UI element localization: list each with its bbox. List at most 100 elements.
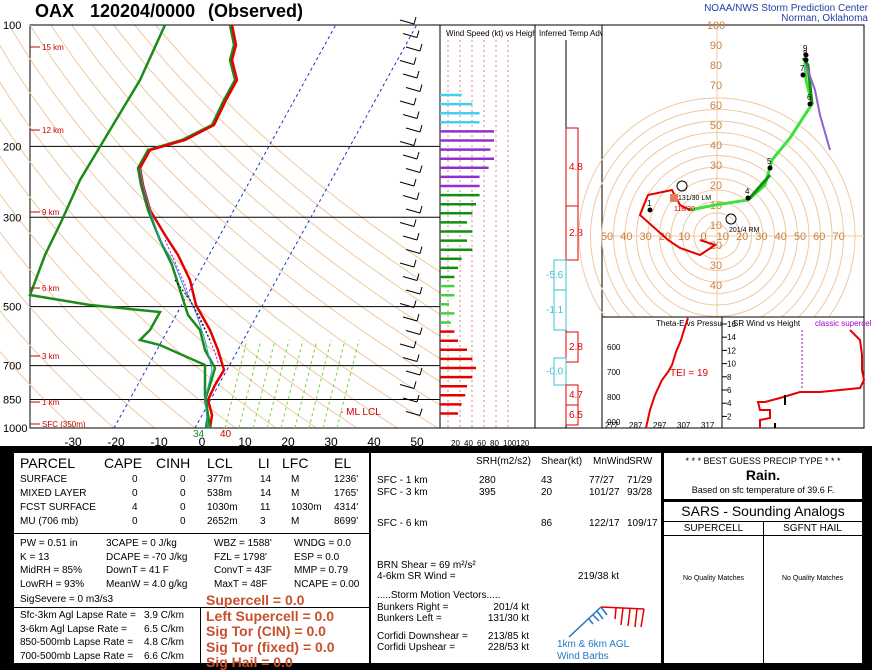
wind-barb [402, 114, 418, 119]
wind-barb [405, 168, 421, 173]
theta-e-panel: Theta-E vs Pressure TEI = 19 600 700 800 90… [601, 316, 729, 430]
barb-label-1: 1km & 6km AGL [557, 639, 630, 650]
temperature-tick-label: 50 [410, 435, 424, 446]
index-cell: MeanW = 4.0 g/kg [106, 578, 188, 590]
mixing-ratio-line [280, 339, 304, 429]
wind-barb-flag [413, 178, 417, 187]
storm-motion-title: .....Storm Motion Vectors..... [377, 590, 501, 601]
wind-barb [402, 154, 418, 160]
hodo-y-tick: 20 [710, 180, 722, 192]
theta-e-line [645, 317, 689, 429]
hodograph-frame [601, 24, 865, 318]
hodo-point [647, 207, 653, 213]
isotherm-line [194, 24, 418, 429]
hodo-point [745, 195, 751, 201]
vector-label: Bunkers Left = [377, 613, 442, 624]
hodo-x-tick: 70 [832, 231, 844, 243]
bunkers-left-label: 131/30 LM [678, 195, 711, 202]
hodo-point-label: 1 [647, 199, 652, 208]
index-cell: FZL = 1798' [214, 551, 267, 563]
sigsevere-label: SigSevere = 0 m3/s3 [20, 594, 114, 605]
index-cell: DCAPE = -70 J/kg [106, 551, 188, 563]
parcel-cell: 377m [207, 474, 233, 485]
location-label: Norman, Oklahoma [781, 13, 868, 24]
temperature-tick-label: 40 [367, 435, 381, 446]
wind-speed-tick: 80 [490, 439, 499, 446]
parcel-header-lcl: LCL [207, 455, 233, 471]
wind-barb [405, 127, 421, 133]
parcel-header-cinh: CINH [156, 455, 191, 471]
vector-label: Corfidi Downshear = [377, 631, 468, 642]
kinematics-cell: 86 [541, 518, 553, 529]
theta-y-tick: 700 [607, 368, 621, 377]
hodo-x-tick: 10 [678, 231, 690, 243]
parcel-cell: 3 [260, 516, 266, 527]
org-label: NOAA/NWS Storm Prediction Center [704, 3, 869, 14]
height-label: 12 km [42, 126, 64, 135]
hodo-y-tick: 70 [710, 80, 722, 92]
theta-y-tick: 800 [607, 393, 621, 402]
height-label: 3 km [42, 352, 60, 361]
srw-y-tick: 12 [727, 346, 736, 355]
wind-speed-tick: 60 [477, 439, 486, 446]
wind-speed-frame [439, 24, 536, 429]
lapse-value: 4.8 C/km [144, 637, 185, 648]
wind-barb [405, 87, 421, 92]
parcel-cell: 14 [260, 488, 272, 499]
hodo-x-tick: 0 [700, 231, 706, 243]
wind-barb-flag [413, 259, 417, 268]
kinematics-cell: 43 [541, 475, 553, 486]
wind-barb-flag [419, 408, 423, 416]
wind-barb-flag [416, 192, 420, 200]
hodo-x-tick: 50 [601, 231, 613, 243]
isotherm-line [113, 24, 337, 429]
hodo-y-tick: 90 [710, 40, 722, 52]
hodo-x-tick: 60 [813, 231, 825, 243]
index-cell: WBZ = 1588' [214, 538, 272, 549]
pressure-tick-label: 200 [3, 141, 21, 153]
hodo-x-tick: 40 [620, 231, 632, 243]
index-cell: LowRH = 93% [20, 578, 85, 590]
wind-barb-flag [413, 219, 417, 227]
wind-barb-flag [413, 57, 417, 65]
srw-y-tick: 14 [727, 333, 736, 342]
barb-label-2: Wind Barbs [557, 651, 609, 662]
parcel-cell: 11 [260, 502, 271, 513]
hodo-y-tick: 80 [710, 60, 722, 72]
parcel-cell: M [291, 474, 300, 485]
wind-barb [399, 19, 415, 25]
sr-wind-title: SR Wind vs Height [733, 319, 801, 328]
temp-advection-label: 4.7 [569, 390, 583, 401]
vector-value: 201/4 kt [493, 602, 529, 613]
index-cell: ConvT = 43F [214, 565, 272, 576]
wind-barb [399, 222, 415, 227]
brn-label: BRN Shear = 69 m²/s² [377, 560, 476, 571]
bunkers-right-label: 201/4 RM [729, 227, 760, 234]
parcel-cell: 0 [180, 502, 186, 513]
parcel-divider [14, 533, 369, 534]
wind-barb-flag [416, 232, 420, 241]
theta-x-tick: 287 [629, 421, 643, 430]
kinematics-cell: 77/27 [589, 475, 615, 486]
temperature-tick-label: -20 [107, 435, 125, 446]
hodo-point [767, 165, 773, 171]
sars-hail-matches: No Quality Matches [781, 575, 844, 582]
hodo-x-tick: 20 [736, 231, 748, 243]
srw-line [756, 329, 866, 428]
bunkers-right-marker [725, 213, 737, 225]
kin-header-mnwind: MnWind [593, 456, 630, 467]
hodo-x-tick: 40 [775, 231, 787, 243]
wind-barb [405, 46, 421, 52]
hodo-y-tick: 60 [710, 100, 722, 112]
kinematics-cell: 122/17 [589, 518, 620, 529]
index-cell: DownT = 41 F [106, 565, 169, 576]
sars-supercell-matches: No Quality Matches [682, 575, 745, 582]
temperature-tick-label: 20 [281, 435, 295, 446]
temp-advection-label: -5.6 [546, 270, 564, 281]
temperature-profile-line [138, 24, 239, 429]
parcel-cell: 0 [180, 516, 186, 527]
hodo-trace-green [746, 174, 772, 201]
parcel-cell: MU (706 mb) [20, 516, 79, 527]
temperature-tick-label: -10 [150, 435, 168, 446]
precip-box: * * * BEST GUESS PRECIP TYPE * * * Rain.… [663, 452, 863, 500]
